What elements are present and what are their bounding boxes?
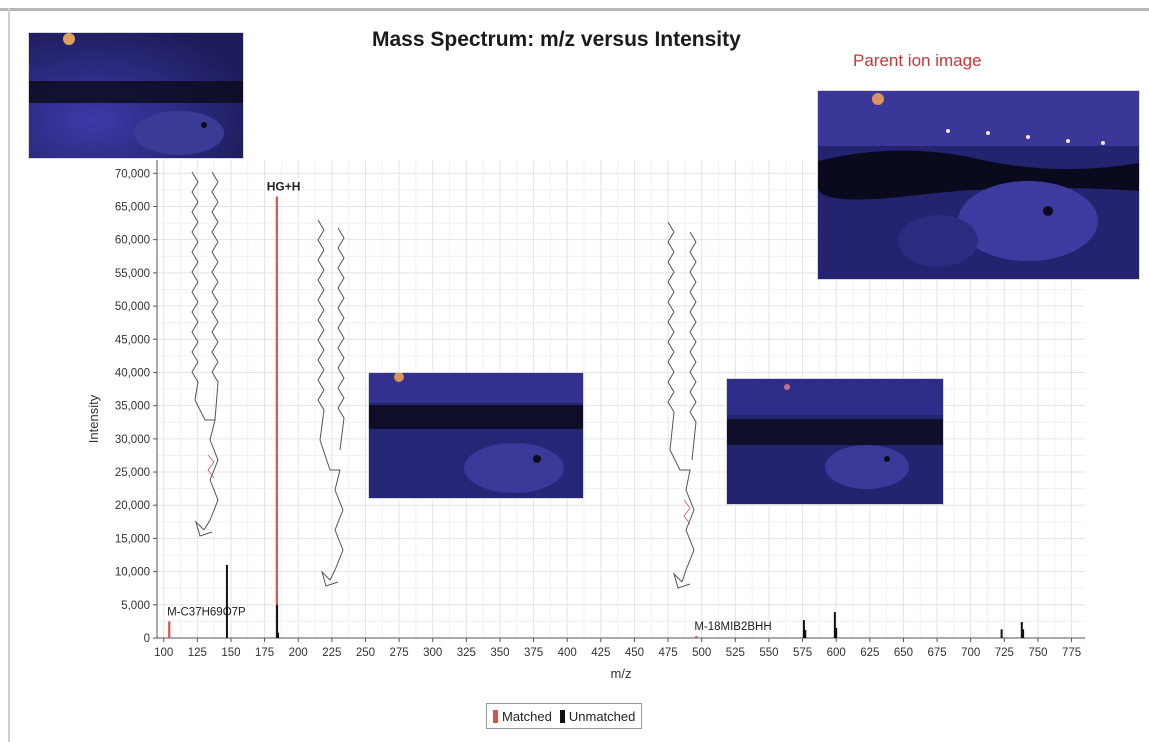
y-tick-label: 20,000 xyxy=(115,500,150,512)
frame-top-border xyxy=(0,8,1149,11)
structure-middle xyxy=(317,219,345,587)
bar-matched xyxy=(275,196,278,638)
bar-unmatched xyxy=(1000,629,1003,638)
y-tick-label: 65,000 xyxy=(115,201,150,213)
structure-right-accent xyxy=(683,499,691,525)
x-tick-label: 275 xyxy=(389,647,408,659)
x-tick-label: 625 xyxy=(860,647,879,659)
peak-annotation: HG+H xyxy=(267,180,301,194)
y-tick-label: 55,000 xyxy=(115,268,150,280)
axes: 100 125 150 175 200 225 250 275 300 325 350 375 400 4… xyxy=(86,160,1085,681)
x-tick-label: 750 xyxy=(1028,647,1047,659)
x-tick-label: 500 xyxy=(692,647,711,659)
x-tick-label: 725 xyxy=(995,647,1014,659)
peak-annotations: HG+H M-C37H69O7P M-18MIB2BHH xyxy=(167,180,772,633)
bar-unmatched xyxy=(804,630,807,638)
structure-left-accent xyxy=(207,454,215,479)
molecule-structures xyxy=(191,171,697,589)
spectrum-bars xyxy=(168,196,1025,638)
structure-left xyxy=(191,171,219,537)
y-tick-label: 35,000 xyxy=(115,401,150,413)
y-tick-label: 5,000 xyxy=(121,600,150,612)
x-tick-label: 675 xyxy=(927,647,946,659)
legend-label-matched: Matched xyxy=(502,708,552,724)
x-tick-label: 175 xyxy=(255,647,274,659)
y-tick-label: 0 xyxy=(144,633,150,645)
y-tick-label: 30,000 xyxy=(115,434,150,446)
ion-image-middle xyxy=(368,372,584,499)
x-tick-label: 150 xyxy=(221,647,240,659)
frame-left-border xyxy=(8,8,10,742)
bar-matched xyxy=(168,621,171,638)
parent-ion-label: Parent ion image xyxy=(853,51,982,70)
bar-unmatched xyxy=(802,620,805,638)
x-tick-label: 700 xyxy=(961,647,980,659)
y-tick-label: 15,000 xyxy=(115,533,150,545)
bar-unmatched xyxy=(1022,629,1025,638)
bar-unmatched xyxy=(1020,622,1023,638)
x-tick-label: 375 xyxy=(524,647,543,659)
x-tick-label: 100 xyxy=(154,647,173,659)
x-tick-label: 325 xyxy=(457,647,476,659)
x-tick-label: 650 xyxy=(894,647,913,659)
x-tick-label: 125 xyxy=(188,647,207,659)
bar-unmatched xyxy=(225,564,228,638)
bar-unmatched xyxy=(276,604,279,638)
x-tick-label: 400 xyxy=(558,647,577,659)
x-tick-label: 475 xyxy=(658,647,677,659)
x-tick-label: 200 xyxy=(289,647,308,659)
legend-item-unmatched: Unmatched xyxy=(559,708,636,724)
x-tick-label: 225 xyxy=(322,647,341,659)
legend: Matched Unmatched xyxy=(486,703,643,729)
legend-label-unmatched: Unmatched xyxy=(568,708,636,724)
structure-right xyxy=(667,221,697,589)
y-tick-label: 40,000 xyxy=(115,367,150,379)
legend-swatch-matched xyxy=(493,709,498,723)
legend-swatch-unmatched xyxy=(559,709,565,723)
x-tick-label: 425 xyxy=(591,647,610,659)
parent-ion-image xyxy=(817,90,1140,280)
y-tick-label: 25,000 xyxy=(115,467,150,479)
peak-annotation: M-18MIB2BHH xyxy=(694,621,771,633)
y-axis-title: Intensity xyxy=(86,394,101,443)
x-axis-title: m/z xyxy=(611,666,632,681)
bar-unmatched xyxy=(835,628,838,638)
x-tick-label: 450 xyxy=(625,647,644,659)
x-tick-label: 300 xyxy=(423,647,442,659)
chart-title: Mass Spectrum: m/z versus Intensity xyxy=(372,28,741,51)
ion-image-right xyxy=(726,378,944,505)
y-tick-label: 45,000 xyxy=(115,334,150,346)
y-tick-label: 60,000 xyxy=(115,235,150,247)
x-tick-label: 575 xyxy=(793,647,812,659)
y-tick-label: 10,000 xyxy=(115,567,150,579)
bar-matched xyxy=(695,636,698,638)
peak-annotation: M-C37H69O7P xyxy=(167,606,246,618)
ion-image-top-left xyxy=(28,32,244,159)
x-tick-label: 525 xyxy=(726,647,745,659)
x-tick-label: 550 xyxy=(759,647,778,659)
y-tick-label: 70,000 xyxy=(115,168,150,180)
x-tick-label: 600 xyxy=(827,647,846,659)
x-tick-label: 775 xyxy=(1062,647,1081,659)
x-tick-label: 350 xyxy=(490,647,509,659)
y-tick-label: 50,000 xyxy=(115,301,150,313)
bar-unmatched xyxy=(833,612,836,638)
bar-unmatched xyxy=(277,632,280,638)
legend-item-matched: Matched xyxy=(493,709,552,724)
x-tick-label: 250 xyxy=(356,647,375,659)
